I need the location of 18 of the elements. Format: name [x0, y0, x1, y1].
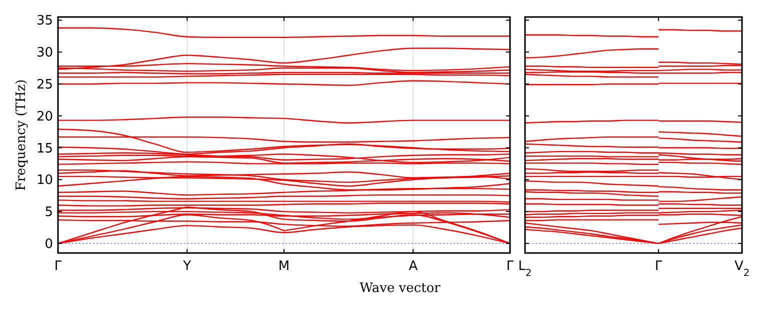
y-tick-label: 0: [44, 236, 53, 252]
x-tick-label: Y: [182, 259, 192, 274]
x-tick-label: Γ: [654, 259, 663, 274]
y-tick-label: 25: [36, 78, 53, 93]
y-tick-label: 10: [36, 173, 53, 188]
x-tick-label: Γ: [54, 259, 62, 274]
x-tick-label: M: [278, 259, 290, 274]
y-tick-label: 20: [36, 109, 53, 124]
y-axis-title: Frequency (THz): [14, 79, 29, 191]
y-tick-label: 15: [36, 141, 53, 156]
x-tick-label: Γ: [506, 259, 514, 274]
y-tick-label: 35: [36, 14, 53, 29]
y-tick-label: 5: [44, 205, 53, 220]
x-axis-title: Wave vector: [360, 281, 442, 296]
x-tick-label: L$_{2}$: [518, 259, 532, 278]
x-tick-label: V$_{2}$: [734, 259, 750, 278]
y-tick-label: 30: [36, 46, 53, 61]
x-tick-label: A: [408, 259, 418, 274]
